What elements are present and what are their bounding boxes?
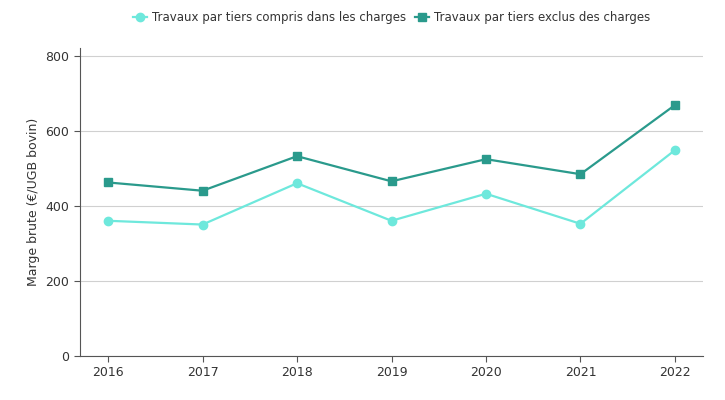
Travaux par tiers compris dans les charges <box>293 181 302 186</box>
Y-axis label: Marge brute (€/UGB bovin): Marge brute (€/UGB bovin) <box>27 118 40 286</box>
Travaux par tiers compris dans les charges <box>104 218 112 223</box>
Travaux par tiers compris dans les charges <box>387 218 396 223</box>
Travaux par tiers exclus des charges <box>387 179 396 184</box>
Travaux par tiers exclus des charges <box>481 157 490 162</box>
Travaux par tiers compris dans les charges <box>576 221 585 226</box>
Travaux par tiers exclus des charges <box>104 180 112 185</box>
Travaux par tiers exclus des charges <box>293 154 302 158</box>
Legend: Travaux par tiers compris dans les charges, Travaux par tiers exclus des charges: Travaux par tiers compris dans les charg… <box>133 11 650 24</box>
Travaux par tiers exclus des charges <box>198 188 207 193</box>
Line: Travaux par tiers compris dans les charges: Travaux par tiers compris dans les charg… <box>104 146 679 229</box>
Line: Travaux par tiers exclus des charges: Travaux par tiers exclus des charges <box>104 101 679 195</box>
Travaux par tiers compris dans les charges <box>198 222 207 227</box>
Travaux par tiers exclus des charges <box>671 103 679 108</box>
Travaux par tiers exclus des charges <box>576 172 585 177</box>
Travaux par tiers compris dans les charges <box>481 191 490 196</box>
Travaux par tiers compris dans les charges <box>671 148 679 152</box>
